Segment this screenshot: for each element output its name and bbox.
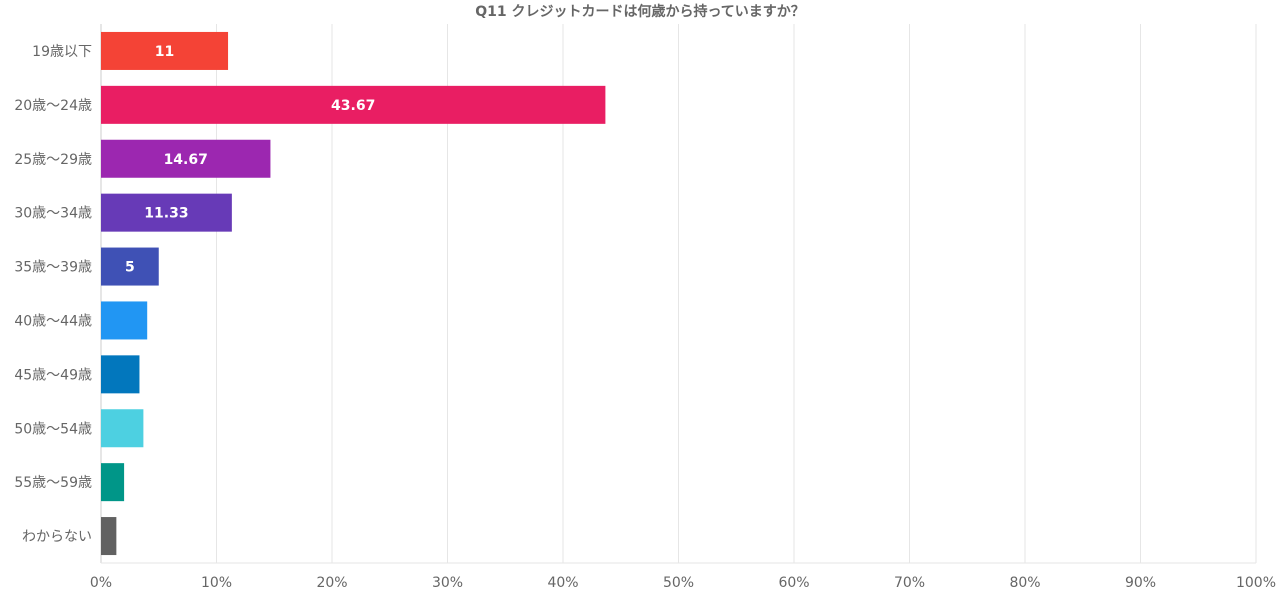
data-label: 43.67	[331, 98, 375, 114]
x-tick-label: 80%	[1009, 575, 1040, 591]
data-label: 11.33	[144, 206, 188, 222]
x-tick-label: 0%	[90, 575, 112, 591]
bar	[101, 463, 125, 502]
category-label: わからない	[22, 529, 92, 545]
bar	[101, 247, 159, 286]
bar	[101, 517, 117, 556]
bar	[101, 355, 140, 394]
x-tick-label: 30%	[432, 575, 463, 591]
bars: 11 43.67 14.67 11.33 5	[101, 31, 606, 556]
bar	[101, 85, 606, 124]
category-label: 25歳～29歳	[14, 152, 92, 168]
category-label: 55歳～59歳	[14, 475, 92, 491]
data-label: 14.67	[164, 152, 208, 168]
bar	[101, 409, 144, 448]
chart-title: Q11 クレジットカードは何歳から持っていますか？	[475, 3, 805, 20]
x-axis-ticks: 0% 10% 20% 30% 40% 50% 60% 70% 80% 90% 100%	[90, 575, 1276, 591]
category-label: 40歳～44歳	[14, 313, 92, 329]
x-tick-label: 40%	[547, 575, 578, 591]
category-label: 19歳以下	[32, 44, 92, 60]
data-label: 5	[125, 260, 135, 276]
category-label: 50歳～54歳	[14, 421, 92, 437]
x-tick-label: 50%	[663, 575, 694, 591]
x-tick-label: 60%	[778, 575, 809, 591]
x-tick-label: 90%	[1125, 575, 1156, 591]
x-tick-label: 70%	[894, 575, 925, 591]
category-label: 30歳～34歳	[14, 206, 92, 222]
category-label: 45歳～49歳	[14, 367, 92, 383]
bar	[101, 139, 271, 178]
data-label: 11	[155, 44, 174, 60]
category-label: 35歳～39歳	[14, 260, 92, 276]
x-tick-label: 10%	[201, 575, 232, 591]
category-label: 20歳～24歳	[14, 98, 92, 114]
x-tick-label: 20%	[316, 575, 347, 591]
bar	[101, 301, 148, 340]
bar	[101, 31, 229, 70]
x-tick-label: 100%	[1236, 575, 1276, 591]
category-labels: 19歳以下 20歳～24歳 25歳～29歳 30歳～34歳 35歳～39歳 40歳～44歳…	[14, 44, 92, 545]
bar	[101, 193, 232, 232]
